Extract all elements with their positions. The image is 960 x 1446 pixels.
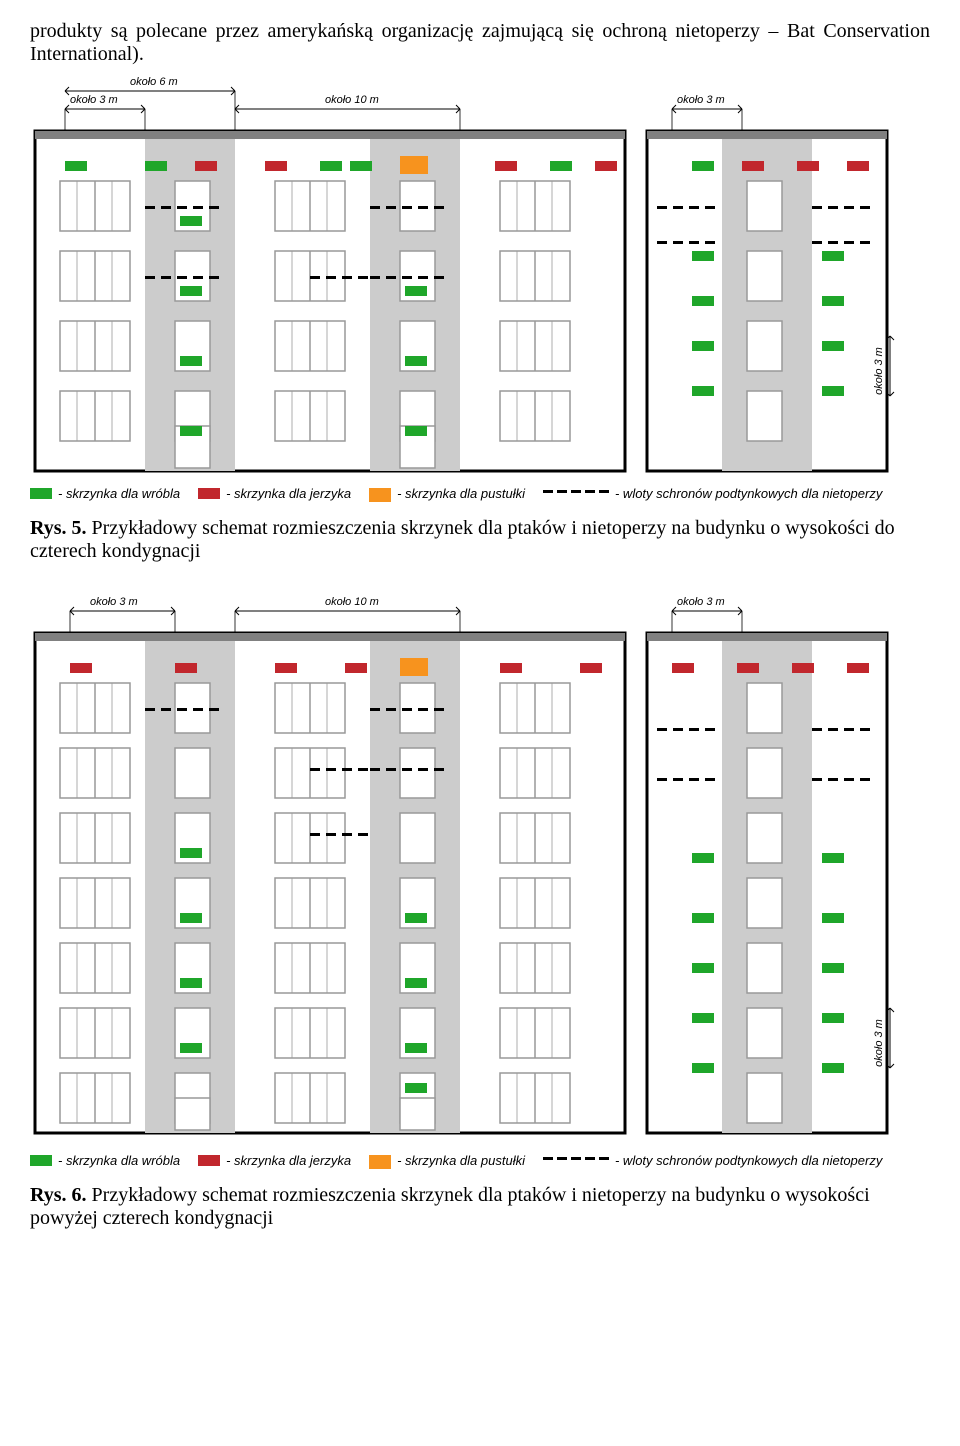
legend-dashes-2: - wloty schronów podtynkowych dla nietop…	[543, 1153, 882, 1168]
caption-6: Rys. 6. Przykładowy schemat rozmieszczen…	[30, 1184, 930, 1230]
svg-text:około 3 m: około 3 m	[873, 1019, 885, 1067]
svg-text:około 10 m: około 10 m	[325, 596, 379, 608]
svg-text:około 3 m: około 3 m	[677, 94, 725, 106]
intro-text: produkty są polecane przez amerykańską o…	[30, 20, 930, 66]
figure-5: około 3 mokoło 6 mokoło 10 m około 3 mok…	[30, 76, 930, 502]
legend-green-2: - skrzynka dla wróbla	[30, 1153, 180, 1168]
svg-text:około 3 m: około 3 m	[90, 596, 138, 608]
svg-text:około 3 m: około 3 m	[70, 94, 118, 106]
figure-6: około 3 m około 10 m około 3 m około 3 m -…	[30, 583, 930, 1169]
legend-red-2: - skrzynka dla jerzyka	[198, 1153, 351, 1168]
svg-text:około 10 m: około 10 m	[325, 94, 379, 106]
legend-orange-2: - skrzynka dla pustułki	[369, 1153, 525, 1169]
legend-green: - skrzynka dla wróbla	[30, 486, 180, 501]
fig6-front-building: około 3 m około 10 m	[30, 583, 630, 1143]
svg-text:około 3 m: około 3 m	[873, 347, 885, 395]
fig6-side-building: około 3 m około 3 m	[642, 583, 902, 1143]
fig5-front-building: około 3 m około 6 m około 10 m	[30, 76, 630, 476]
svg-text:około 3 m: około 3 m	[677, 596, 725, 608]
legend-orange: - skrzynka dla pustułki	[369, 486, 525, 502]
caption-5: Rys. 5. Przykładowy schemat rozmieszczen…	[30, 517, 930, 563]
fig5-side-building: około 3 m około 3 m	[642, 76, 902, 476]
legend-fig5: - skrzynka dla wróbla - skrzynka dla jer…	[30, 486, 930, 502]
legend-dashes: - wloty schronów podtynkowych dla nietop…	[543, 486, 882, 501]
legend-red: - skrzynka dla jerzyka	[198, 486, 351, 501]
legend-fig6: - skrzynka dla wróbla - skrzynka dla jer…	[30, 1153, 930, 1169]
svg-text:około 6 m: około 6 m	[130, 76, 178, 88]
